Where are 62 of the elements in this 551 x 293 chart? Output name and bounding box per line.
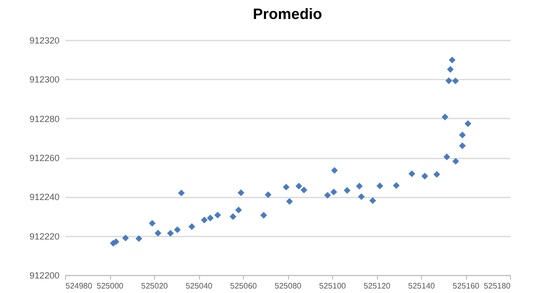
- point: [448, 56, 456, 64]
- point: [442, 114, 448, 120]
- point: [286, 198, 293, 205]
- point: [154, 230, 162, 236]
- x-tick-label: 525040: [186, 282, 213, 290]
- x-tick-label: 525140: [408, 282, 436, 290]
- point: [214, 212, 221, 218]
- point: [235, 206, 242, 214]
- point: [459, 142, 466, 150]
- x-tick-label: 524980: [66, 282, 93, 290]
- point: [122, 234, 129, 242]
- point: [376, 182, 384, 190]
- y-tick-label: 912200: [29, 270, 60, 280]
- point: [452, 158, 460, 165]
- point: [344, 187, 350, 194]
- point: [324, 192, 331, 199]
- point: [421, 172, 428, 180]
- point: [408, 170, 416, 178]
- point: [369, 197, 376, 204]
- point: [260, 212, 268, 219]
- point: [238, 189, 244, 196]
- x-tick-label: 525160: [452, 282, 480, 290]
- y-tick-label: 912260: [29, 153, 60, 163]
- point: [136, 235, 142, 242]
- x-tick-label: 525120: [364, 282, 391, 290]
- point: [148, 220, 156, 227]
- point: [174, 226, 181, 234]
- y-tick-label: 912320: [29, 36, 60, 46]
- point: [459, 132, 466, 138]
- point: [282, 184, 290, 190]
- y-tick-label: 912240: [29, 192, 60, 202]
- x-tick-label: 525060: [230, 282, 258, 290]
- point: [230, 213, 236, 220]
- point: [356, 182, 363, 190]
- point: [300, 186, 308, 194]
- point: [358, 193, 365, 200]
- point: [167, 230, 174, 237]
- point: [452, 78, 459, 84]
- point: [392, 182, 400, 189]
- point: [206, 214, 214, 222]
- y-tick-label: 912300: [29, 74, 60, 85]
- point: [200, 216, 208, 224]
- point: [178, 190, 185, 196]
- point: [188, 223, 196, 230]
- point: [331, 167, 338, 174]
- chart-title: Promedio: [252, 6, 322, 23]
- y-tick-label: 912280: [29, 114, 60, 124]
- point: [295, 182, 302, 190]
- x-tick-label: 525080: [274, 282, 302, 290]
- point: [112, 238, 120, 246]
- x-tick-label: 525180: [484, 282, 512, 290]
- point: [445, 77, 452, 84]
- x-tick-label: 525000: [96, 282, 124, 290]
- y-tick-label: 912220: [29, 231, 60, 242]
- point: [330, 188, 338, 196]
- point: [264, 191, 272, 198]
- point: [464, 120, 472, 127]
- x-tick-label: 525020: [141, 282, 168, 290]
- point: [447, 66, 454, 73]
- x-tick-label: 525100: [319, 282, 346, 290]
- point: [443, 154, 450, 160]
- point: [433, 170, 440, 178]
